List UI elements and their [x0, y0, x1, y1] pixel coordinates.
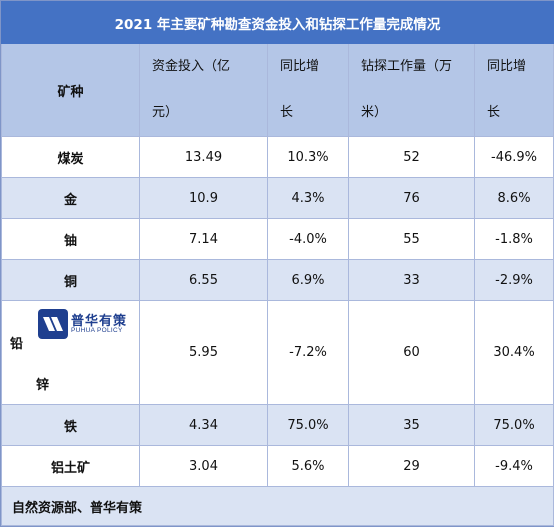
table-title: 2021 年主要矿种勘查资金投入和钻探工作量完成情况 — [0, 1, 554, 44]
mineral-name: 金 — [1, 177, 140, 219]
table-row: 煤炭 13.49 10.3% 52 -46.9% — [1, 136, 554, 178]
table-row: 金 10.9 4.3% 76 8.6% — [1, 177, 554, 219]
header-yoy1-line2: 长 — [280, 105, 294, 120]
investment-value: 3.04 — [139, 445, 268, 487]
investment-yoy: 4.3% — [267, 177, 349, 219]
drilling-yoy: -46.9% — [473, 136, 554, 178]
mineral-name: 铁 — [1, 404, 140, 446]
drilling-yoy: -9.4% — [473, 445, 554, 487]
investment-value: 5.95 — [139, 300, 268, 405]
table-row: 铜 6.55 6.9% 33 -2.9% — [1, 259, 554, 301]
table-row: 铀 7.14 -4.0% 55 -1.8% — [1, 218, 554, 260]
investment-value: 13.49 — [139, 136, 268, 178]
investment-yoy: 6.9% — [267, 259, 349, 301]
mineral-name: 煤炭 — [1, 136, 140, 178]
source-row: 自然资源部、普华有策 — [0, 486, 554, 526]
drilling-yoy: 75.0% — [473, 404, 554, 446]
header-yoy1-line1: 同比增 — [280, 59, 320, 74]
investment-value: 4.34 — [139, 404, 268, 446]
mineral-name: 铀 — [1, 218, 140, 260]
header-drilling: 钻探工作量（万 米） — [348, 43, 475, 137]
drilling-value: 55 — [348, 218, 475, 260]
drilling-value: 52 — [348, 136, 475, 178]
mineral-name: 铝土矿 — [1, 445, 140, 487]
header-yoy-drilling: 同比增 长 — [473, 43, 554, 137]
header-drilling-line1: 钻探工作量（万 — [361, 59, 453, 74]
investment-yoy: -4.0% — [267, 218, 349, 260]
drilling-yoy: 30.4% — [473, 300, 554, 405]
drilling-value: 29 — [348, 445, 475, 487]
mineral-name: 铜 — [1, 259, 140, 301]
header-drilling-line2: 米） — [361, 105, 388, 120]
drilling-yoy: 8.6% — [473, 177, 554, 219]
puhua-logo: 普华有策 PUHUA POLICY — [38, 309, 138, 339]
drilling-yoy: -2.9% — [473, 259, 554, 301]
table-row: 铁 4.34 75.0% 35 75.0% — [1, 404, 554, 446]
header-yoy2-line1: 同比增 — [487, 59, 527, 74]
header-investment-line1: 资金投入（亿 — [152, 59, 231, 74]
investment-yoy: -7.2% — [267, 300, 349, 405]
drilling-yoy: -1.8% — [473, 218, 554, 260]
investment-value: 7.14 — [139, 218, 268, 260]
investment-yoy: 75.0% — [267, 404, 349, 446]
table-title-row: 2021 年主要矿种勘查资金投入和钻探工作量完成情况 — [0, 1, 554, 44]
header-yoy2-line2: 长 — [487, 105, 501, 120]
header-investment: 资金投入（亿 元） — [139, 43, 268, 137]
drilling-value: 33 — [348, 259, 475, 301]
investment-value: 6.55 — [139, 259, 268, 301]
source-note: 自然资源部、普华有策 — [0, 486, 554, 526]
drilling-value: 35 — [348, 404, 475, 446]
header-investment-line2: 元） — [152, 105, 179, 120]
puhua-logo-icon — [38, 309, 68, 339]
header-mineral: 矿种 — [1, 43, 140, 137]
mineral-name-cell: 普华有策 PUHUA POLICY 铅 锌 — [1, 300, 140, 405]
investment-yoy: 5.6% — [267, 445, 349, 487]
investment-value: 10.9 — [139, 177, 268, 219]
header-yoy-investment: 同比增 长 — [267, 43, 349, 137]
investment-yoy: 10.3% — [267, 136, 349, 178]
logo-name-cn: 普华有策 — [71, 314, 128, 329]
logo-name-en: PUHUA POLICY — [71, 327, 123, 334]
drilling-value: 76 — [348, 177, 475, 219]
drilling-value: 60 — [348, 300, 475, 405]
table-row: 铝土矿 3.04 5.6% 29 -9.4% — [1, 445, 554, 487]
mineral-name-top: 铅 — [10, 337, 24, 352]
table-row: 普华有策 PUHUA POLICY 铅 锌 5.95 -7.2% 60 30.4… — [1, 300, 554, 405]
mineral-name-bottom: 锌 — [36, 378, 50, 393]
header-row: 矿种 资金投入（亿 元） 同比增 长 钻探工作量（万 米） 同比增 长 — [1, 43, 554, 137]
